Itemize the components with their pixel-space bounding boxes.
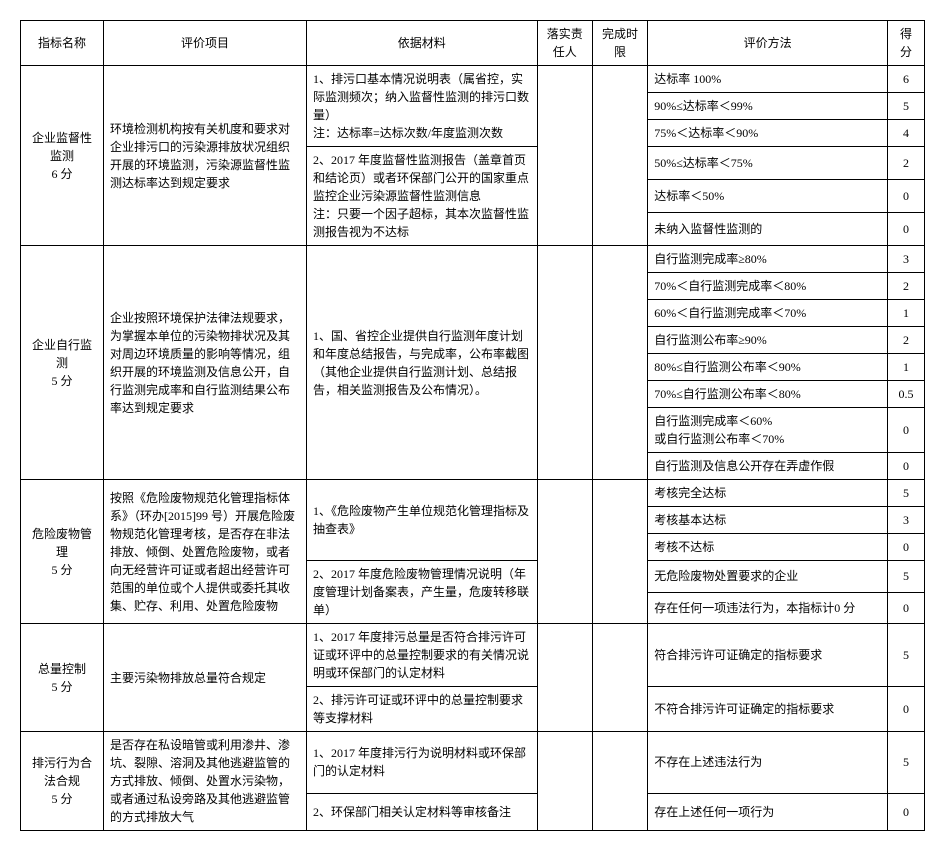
- responsible-cell: [537, 246, 592, 480]
- responsible-cell: [537, 480, 592, 624]
- table-row: 总量控制5 分主要污染物排放总量符合规定1、2017 年度排污总量是否符合排污许…: [21, 624, 925, 687]
- score-cell: 2: [888, 147, 925, 180]
- method-cell: 60%＜自行监测完成率＜70%: [648, 300, 888, 327]
- score-cell: 0: [888, 408, 925, 453]
- method-cell: 存在上述任何一项行为: [648, 793, 888, 830]
- project-cell: 环境检测机构按有关机度和要求对企业排污口的污染源排放状况组织开展的环境监测，污染…: [104, 66, 307, 246]
- material-cell: 1、国、省控企业提供自行监测年度计划和年度总结报告，与完成率，公布率截图（其他企…: [306, 246, 537, 480]
- method-cell: 70%≤自行监测公布率＜80%: [648, 381, 888, 408]
- score-cell: 0: [888, 453, 925, 480]
- indicator-cell: 企业自行监测5 分: [21, 246, 104, 480]
- method-cell: 不符合排污许可证确定的指标要求: [648, 687, 888, 732]
- score-cell: 0: [888, 793, 925, 830]
- score-cell: 0.5: [888, 381, 925, 408]
- score-cell: 3: [888, 507, 925, 534]
- score-cell: 0: [888, 592, 925, 624]
- evaluation-table: 指标名称 评价项目 依据材料 落实责任人 完成时限 评价方法 得分 企业监督性监…: [20, 20, 925, 831]
- method-cell: 70%＜自行监测完成率＜80%: [648, 273, 888, 300]
- header-responsible: 落实责任人: [537, 21, 592, 66]
- score-cell: 5: [888, 561, 925, 593]
- method-cell: 达标率 100%: [648, 66, 888, 93]
- table-row: 排污行为合法合规5 分是否存在私设暗管或利用渗井、渗坑、裂隙、溶洞及其他逃避监管…: [21, 732, 925, 794]
- method-cell: 符合排污许可证确定的指标要求: [648, 624, 888, 687]
- score-cell: 2: [888, 273, 925, 300]
- method-cell: 无危险废物处置要求的企业: [648, 561, 888, 593]
- score-cell: 0: [888, 213, 925, 246]
- project-cell: 企业按照环境保护法律法规要求，为掌握本单位的污染物排状况及其对周边环境质量的影响…: [104, 246, 307, 480]
- responsible-cell: [537, 624, 592, 732]
- header-project: 评价项目: [104, 21, 307, 66]
- indicator-cell: 企业监督性监测6 分: [21, 66, 104, 246]
- deadline-cell: [592, 732, 647, 831]
- indicator-cell: 危险废物管理5 分: [21, 480, 104, 624]
- method-cell: 不存在上述违法行为: [648, 732, 888, 794]
- score-cell: 0: [888, 534, 925, 561]
- score-cell: 5: [888, 624, 925, 687]
- method-cell: 未纳入监督性监测的: [648, 213, 888, 246]
- header-score: 得分: [888, 21, 925, 66]
- header-material: 依据材料: [306, 21, 537, 66]
- material-cell: 1、《危险废物产生单位规范化管理指标及抽查表》: [306, 480, 537, 561]
- score-cell: 5: [888, 480, 925, 507]
- method-cell: 自行监测完成率≥80%: [648, 246, 888, 273]
- table-row: 危险废物管理5 分按照《危险废物规范化管理指标体系》（环办[2015]99 号）…: [21, 480, 925, 507]
- project-cell: 按照《危险废物规范化管理指标体系》（环办[2015]99 号）开展危险废物规范化…: [104, 480, 307, 624]
- score-cell: 0: [888, 687, 925, 732]
- method-cell: 80%≤自行监测公布率＜90%: [648, 354, 888, 381]
- method-cell: 90%≤达标率＜99%: [648, 93, 888, 120]
- score-cell: 4: [888, 120, 925, 147]
- method-cell: 自行监测完成率＜60%或自行监测公布率＜70%: [648, 408, 888, 453]
- project-cell: 是否存在私设暗管或利用渗井、渗坑、裂隙、溶洞及其他逃避监管的方式排放、倾倒、处置…: [104, 732, 307, 831]
- method-cell: 考核基本达标: [648, 507, 888, 534]
- material-cell: 2、2017 年度监督性监测报告（盖章首页和结论页）或者环保部门公开的国家重点监…: [306, 147, 537, 246]
- score-cell: 5: [888, 732, 925, 794]
- material-cell: 2、环保部门相关认定材料等审核备注: [306, 793, 537, 830]
- score-cell: 1: [888, 354, 925, 381]
- deadline-cell: [592, 480, 647, 624]
- material-cell: 1、2017 年度排污行为说明材料或环保部门的认定材料: [306, 732, 537, 794]
- method-cell: 达标率＜50%: [648, 180, 888, 213]
- indicator-cell: 排污行为合法合规5 分: [21, 732, 104, 831]
- score-cell: 1: [888, 300, 925, 327]
- material-cell: 2、排污许可证或环评中的总量控制要求等支撑材料: [306, 687, 537, 732]
- deadline-cell: [592, 246, 647, 480]
- material-cell: 2、2017 年度危险废物管理情况说明（年度管理计划备案表，产生量，危废转移联单…: [306, 561, 537, 624]
- project-cell: 主要污染物排放总量符合规定: [104, 624, 307, 732]
- deadline-cell: [592, 66, 647, 246]
- method-cell: 考核不达标: [648, 534, 888, 561]
- method-cell: 自行监测及信息公开存在弄虚作假: [648, 453, 888, 480]
- material-cell: 1、排污口基本情况说明表（属省控，实际监测频次；纳入监督性监测的排污口数量）注：…: [306, 66, 537, 147]
- responsible-cell: [537, 732, 592, 831]
- method-cell: 50%≤达标率＜75%: [648, 147, 888, 180]
- method-cell: 存在任何一项违法行为，本指标计0 分: [648, 592, 888, 624]
- method-cell: 75%＜达标率＜90%: [648, 120, 888, 147]
- responsible-cell: [537, 66, 592, 246]
- header-indicator: 指标名称: [21, 21, 104, 66]
- table-row: 企业监督性监测6 分环境检测机构按有关机度和要求对企业排污口的污染源排放状况组织…: [21, 66, 925, 93]
- score-cell: 2: [888, 327, 925, 354]
- header-method: 评价方法: [648, 21, 888, 66]
- method-cell: 自行监测公布率≥90%: [648, 327, 888, 354]
- method-cell: 考核完全达标: [648, 480, 888, 507]
- material-cell: 1、2017 年度排污总量是否符合排污许可证或环评中的总量控制要求的有关情况说明…: [306, 624, 537, 687]
- score-cell: 0: [888, 180, 925, 213]
- score-cell: 5: [888, 93, 925, 120]
- indicator-cell: 总量控制5 分: [21, 624, 104, 732]
- deadline-cell: [592, 624, 647, 732]
- score-cell: 6: [888, 66, 925, 93]
- header-deadline: 完成时限: [592, 21, 647, 66]
- score-cell: 3: [888, 246, 925, 273]
- table-header-row: 指标名称 评价项目 依据材料 落实责任人 完成时限 评价方法 得分: [21, 21, 925, 66]
- table-row: 企业自行监测5 分企业按照环境保护法律法规要求，为掌握本单位的污染物排状况及其对…: [21, 246, 925, 273]
